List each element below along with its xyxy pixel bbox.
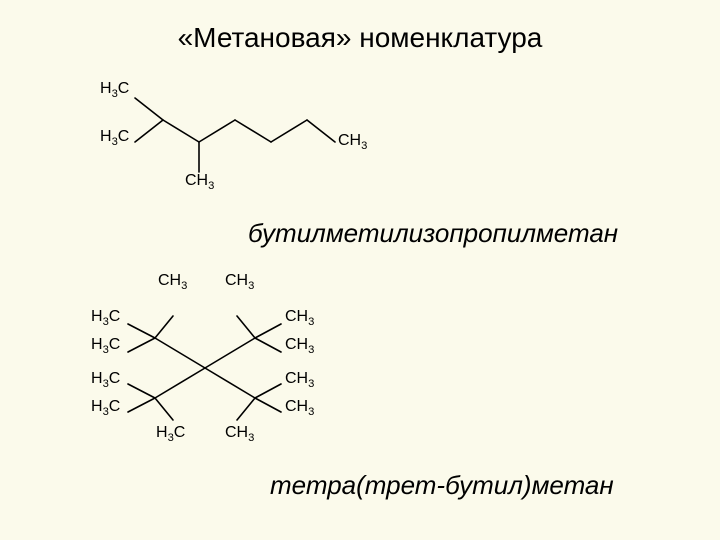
molecule-2-atom-label: H3C (91, 308, 120, 326)
molecule-2-bond (255, 398, 281, 412)
molecule-2-bond (128, 338, 155, 352)
molecule-1-bonds (105, 86, 365, 186)
molecule-2-bond (155, 398, 173, 420)
molecule-2-atom-label: H3C (91, 370, 120, 388)
molecule-1-bond (235, 120, 271, 142)
molecule-2-atom-label: CH3 (285, 308, 314, 326)
molecule-2-atom-label: H3C (91, 398, 120, 416)
molecule-1-bond (271, 120, 307, 142)
molecule-2-atom-label: CH3 (225, 272, 254, 290)
molecule-2-bond (155, 316, 173, 338)
molecule-2-bond (128, 384, 155, 398)
slide-title: «Метановая» номенклатура (0, 22, 720, 54)
molecule-2-atom-label: H3C (91, 336, 120, 354)
molecule-1-atom-label: H3C (100, 80, 129, 98)
molecule-2-atom-label: CH3 (285, 370, 314, 388)
molecule-1-bond (135, 120, 163, 142)
molecule-2-bond (237, 398, 255, 420)
molecule-2-atom-label: CH3 (285, 336, 314, 354)
molecule-2-atom-label: H3C (156, 424, 185, 442)
molecule-1-atom-label: CH3 (338, 132, 367, 150)
caption-2: тетра(трет-бутил)метан (270, 470, 614, 501)
molecule-2-atom-label: CH3 (285, 398, 314, 416)
slide-page: «Метановая» номенклатура бутилметилизопр… (0, 0, 720, 540)
caption-1: бутилметилизопропилметан (248, 218, 618, 249)
molecule-2-bond (205, 368, 255, 398)
molecule-2-bond (255, 384, 281, 398)
molecule-2-bond (205, 338, 255, 368)
molecule-2-bond (128, 324, 155, 338)
molecule-2-bonds (95, 278, 315, 458)
molecule-1-bond (307, 120, 335, 142)
molecule-1-atom-label: CH3 (185, 172, 214, 190)
molecule-2-bond (255, 338, 281, 352)
molecule-1-bond (199, 120, 235, 142)
molecule-2-bond (237, 316, 255, 338)
molecule-2-bond (128, 398, 155, 412)
molecule-1-bond (135, 98, 163, 120)
molecule-2-bond (155, 368, 205, 398)
molecule-2-atom-label: CH3 (158, 272, 187, 290)
molecule-2-atom-label: CH3 (225, 424, 254, 442)
molecule-2-bond (155, 338, 205, 368)
molecule-2-bond (255, 324, 281, 338)
molecule-1-bond (163, 120, 199, 142)
molecule-1-atom-label: H3C (100, 128, 129, 146)
